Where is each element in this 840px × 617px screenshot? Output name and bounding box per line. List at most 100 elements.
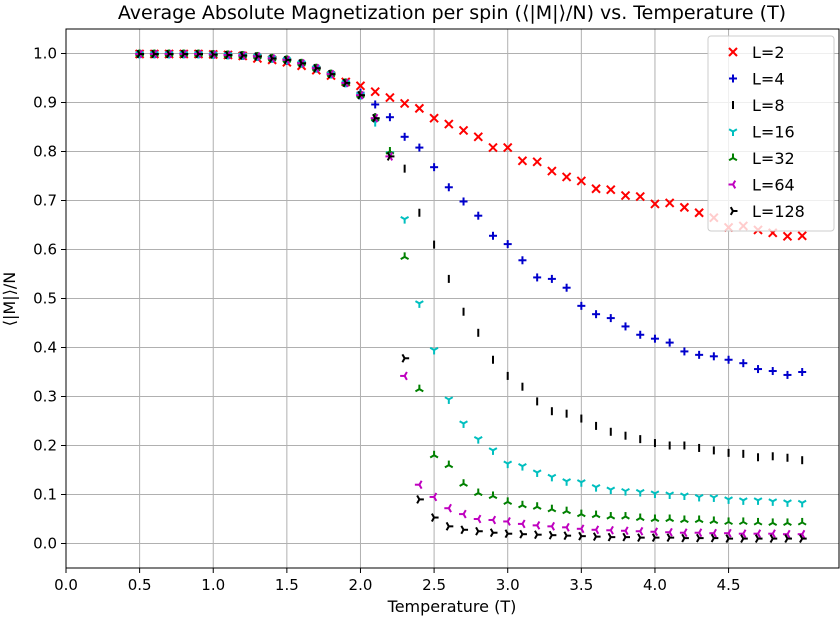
legend-label: L=16: [752, 123, 795, 142]
legend-label: L=64: [752, 176, 795, 195]
legend-item: L=2: [728, 43, 785, 62]
data-point: [444, 183, 453, 192]
x-tick-label: 4.5: [717, 576, 741, 594]
data-point: [327, 69, 336, 79]
data-point: [606, 486, 616, 495]
data-point: [576, 479, 586, 487]
data-point: [562, 478, 572, 486]
data-point: [488, 447, 498, 455]
data-point: [724, 528, 732, 538]
data-point: [547, 274, 556, 283]
data-point: [444, 119, 454, 129]
data-point: [576, 524, 585, 534]
data-point: [562, 522, 570, 532]
x-tick-label: 4.0: [643, 576, 667, 594]
legend-label: L=8: [752, 96, 785, 115]
data-point: [650, 514, 660, 523]
data-point: [738, 517, 748, 526]
data-point: [695, 350, 704, 359]
data-point: [342, 78, 351, 88]
series-l-2: [134, 49, 807, 241]
data-point: [136, 49, 145, 59]
data-point: [429, 113, 439, 123]
y-tick-label: 0.9: [33, 94, 57, 112]
data-point: [401, 353, 410, 363]
data-point: [797, 517, 807, 526]
legend-label: L=128: [752, 202, 805, 221]
data-point: [444, 396, 454, 404]
data-point: [694, 528, 703, 538]
legend-item: L=4: [729, 70, 785, 89]
data-point: [459, 197, 468, 206]
data-point: [725, 534, 734, 544]
data-point: [740, 534, 748, 544]
data-point: [473, 436, 483, 444]
data-point: [680, 347, 689, 356]
data-point: [679, 492, 689, 500]
data-point: [621, 487, 630, 496]
data-point: [768, 367, 777, 376]
data-point: [459, 509, 467, 519]
data-point: [709, 516, 719, 525]
legend-item: L=128: [729, 202, 805, 221]
data-point: [768, 498, 778, 506]
data-point: [210, 50, 218, 59]
data-point: [458, 125, 469, 136]
legend-item: L=16: [728, 123, 795, 142]
data-point: [298, 58, 307, 68]
data-point: [474, 211, 483, 220]
data-point: [489, 528, 498, 538]
data-point: [519, 529, 527, 539]
data-point: [769, 534, 778, 544]
data-point: [488, 142, 498, 153]
data-point: [518, 462, 527, 471]
data-point: [503, 142, 513, 153]
data-point: [534, 530, 542, 540]
data-point: [385, 113, 394, 122]
data-point: [414, 480, 423, 490]
data-point: [592, 532, 601, 542]
data-point: [681, 533, 689, 543]
data-point: [636, 330, 645, 339]
data-point: [679, 528, 688, 538]
data-point: [561, 172, 572, 182]
data-point: [430, 513, 439, 522]
data-point: [797, 231, 807, 241]
data-point: [414, 103, 425, 114]
data-point: [532, 157, 542, 167]
data-point: [664, 198, 675, 208]
x-tick-label: 1.0: [201, 576, 225, 594]
data-point: [753, 497, 763, 505]
data-point: [621, 512, 630, 520]
data-point: [635, 526, 644, 536]
data-point: [606, 314, 615, 323]
data-point: [473, 488, 483, 497]
data-point: [517, 156, 528, 166]
data-point: [400, 132, 409, 141]
y-tick-label: 0.0: [33, 535, 57, 553]
y-tick-label: 1.0: [33, 45, 57, 63]
legend-item: L=64: [728, 176, 795, 195]
data-point: [547, 521, 556, 531]
data-point: [562, 506, 572, 515]
legend-marker: [728, 153, 738, 162]
data-point: [635, 191, 645, 202]
data-point: [591, 184, 601, 194]
data-point: [547, 166, 557, 176]
x-axis: 0.0 0.5 1.0 1.5 2.0 2.5 3.0 3.5 4.0 4.5: [54, 568, 741, 594]
data-point: [444, 503, 452, 513]
data-point: [666, 533, 675, 543]
data-point: [430, 163, 439, 172]
data-point: [473, 514, 482, 524]
data-point: [400, 371, 408, 381]
y-tick-label: 0.3: [33, 388, 57, 406]
data-point: [400, 252, 410, 260]
data-point: [576, 509, 586, 518]
data-point: [798, 368, 807, 376]
data-point: [709, 494, 719, 502]
data-point: [768, 529, 776, 539]
data-point: [399, 98, 410, 109]
data-point: [180, 49, 189, 59]
data-point: [269, 53, 277, 63]
